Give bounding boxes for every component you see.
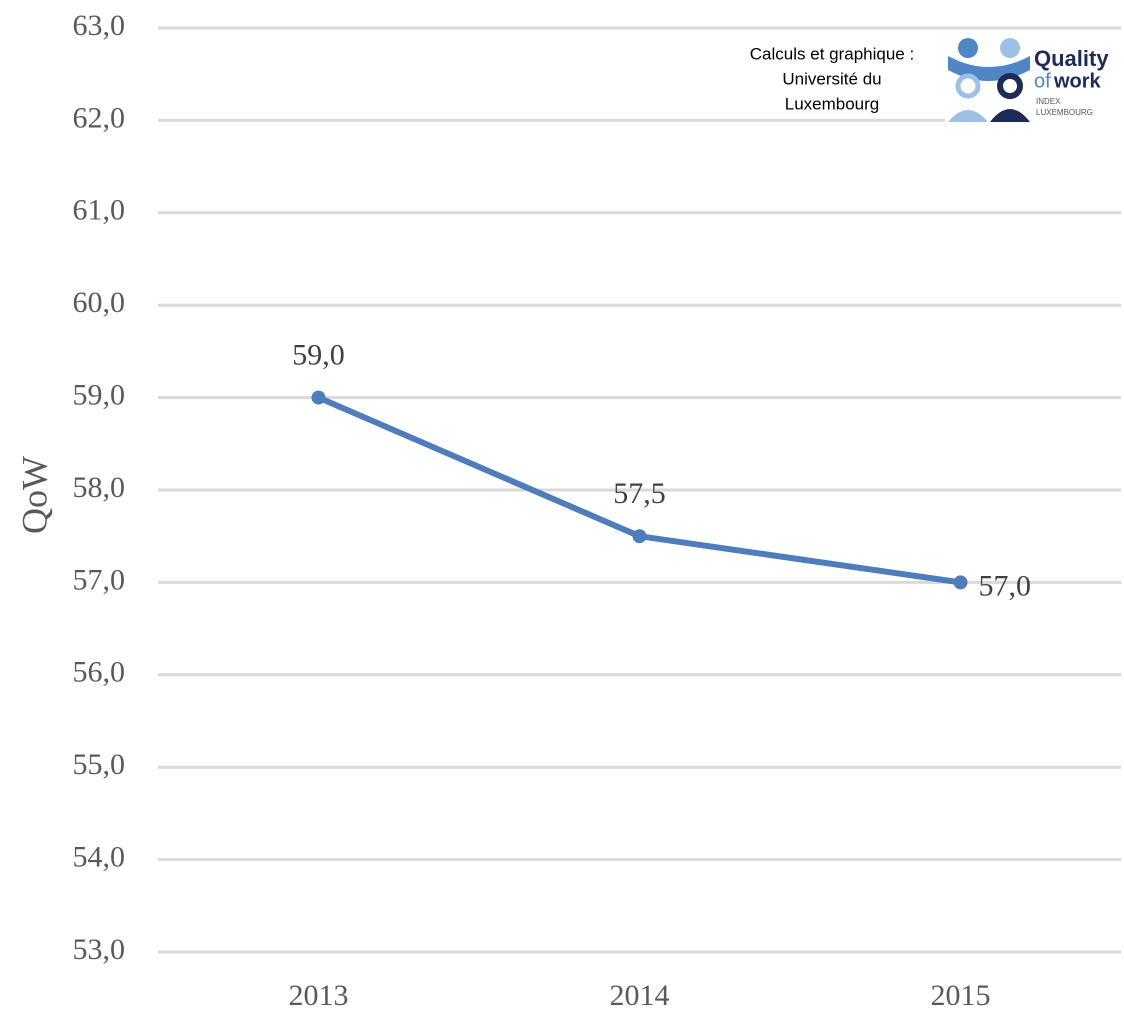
y-tick-label: 54,0 (73, 840, 126, 873)
logo-text: Quality (1034, 46, 1109, 71)
y-axis-label: QoW (14, 456, 54, 534)
grid: 53,0 54,0 55,0 56,0 57,0 58,0 59,0 60,0 61,0 62,0… (73, 9, 1121, 1012)
y-tick-label: 53,0 (73, 933, 126, 966)
logo-icon (997, 73, 1023, 99)
y-tick-label: 61,0 (73, 194, 126, 227)
logo-icon (948, 110, 988, 122)
data-point (311, 390, 326, 405)
logo: Quality of work INDEX LUXEMBOURG (945, 36, 1124, 122)
annotation-line: Université du (782, 69, 881, 88)
y-tick-label: 58,0 (73, 471, 126, 504)
annotation-line: Calculs et graphique : (750, 44, 914, 63)
x-tick-label: 2015 (931, 979, 991, 1012)
logo-icon (990, 109, 1030, 122)
y-tick-label: 63,0 (73, 9, 126, 42)
plot: 59,0 57,5 57,0 (292, 338, 1031, 602)
annotation-line: Luxembourg (785, 94, 880, 113)
y-tick-label: 60,0 (73, 286, 126, 319)
data-point (953, 575, 968, 590)
x-tick-label: 2013 (289, 979, 349, 1012)
logo-icon (958, 38, 978, 58)
y-tick-label: 59,0 (73, 378, 126, 411)
logo-text: of (1034, 70, 1051, 92)
logo-text: LUXEMBOURG (1036, 108, 1093, 117)
data-label: 59,0 (292, 338, 345, 371)
x-tick-label: 2014 (610, 979, 670, 1012)
annotation: Calculs et graphique : Université du Lux… (750, 44, 914, 113)
y-tick-label: 55,0 (73, 748, 126, 781)
data-label: 57,5 (613, 477, 666, 510)
logo-text: INDEX (1036, 97, 1061, 106)
data-point (632, 529, 647, 544)
logo-icon (1000, 38, 1020, 58)
y-tick-label: 57,0 (73, 563, 126, 596)
y-tick-label: 62,0 (73, 101, 126, 134)
logo-text: work (1053, 70, 1102, 92)
data-label: 57,0 (979, 569, 1032, 602)
y-tick-label: 56,0 (73, 656, 126, 689)
logo-icon (955, 73, 981, 99)
